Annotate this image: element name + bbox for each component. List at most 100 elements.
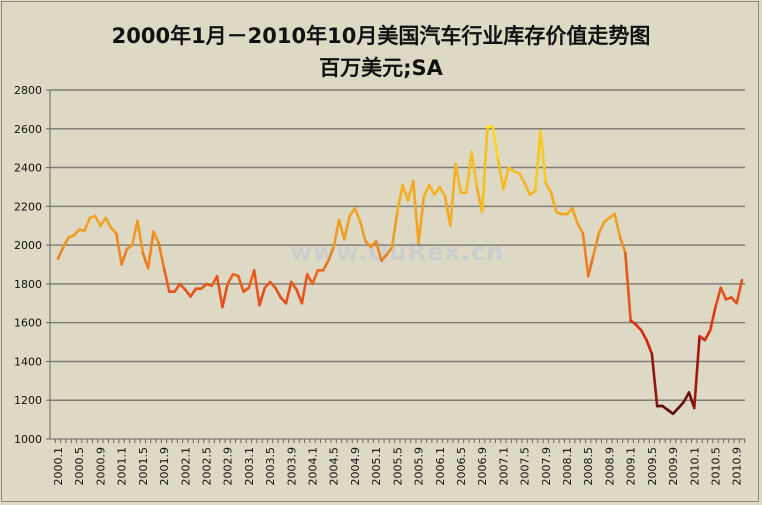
x-tick-label: 2002.9 — [222, 447, 235, 486]
line-segment — [396, 183, 404, 214]
x-tick-label: 2007.1 — [497, 447, 510, 486]
x-tick-label: 2010.1 — [688, 447, 701, 486]
line-segment — [311, 269, 320, 286]
line-segment — [518, 172, 526, 185]
line-segment — [380, 253, 389, 262]
line-segment — [592, 232, 601, 257]
x-tick-label: 2006.5 — [455, 447, 468, 486]
x-tick-label: 2003.5 — [264, 447, 277, 486]
line-segment — [305, 272, 314, 286]
line-segment — [735, 278, 744, 305]
line-segment — [284, 280, 293, 305]
x-tick-label: 2006.9 — [476, 447, 489, 486]
line-segment — [650, 352, 659, 408]
line-segment — [571, 206, 579, 226]
line-segment — [417, 195, 426, 245]
x-tick-label: 2009.5 — [646, 447, 659, 486]
line-segment — [136, 219, 145, 255]
line-segment — [62, 236, 70, 249]
line-segment — [290, 280, 298, 292]
x-tick-label: 2001.1 — [116, 447, 129, 486]
line-segment — [639, 329, 648, 342]
x-tick-label: 2006.1 — [434, 447, 447, 486]
x-tick-label: 2010.9 — [731, 447, 744, 486]
line-segment — [221, 282, 229, 309]
y-tick-label: 1600 — [14, 317, 42, 330]
line-segment — [263, 280, 272, 290]
line-segment — [99, 216, 108, 228]
x-tick-label: 2005.5 — [391, 447, 404, 486]
line-segment — [576, 222, 585, 235]
chart-subtitle: 百万美元;SA — [319, 56, 443, 80]
line-segment — [236, 274, 245, 293]
x-tick-label: 2003.9 — [285, 447, 298, 486]
x-tick-label: 2005.1 — [370, 447, 383, 486]
line-segment — [480, 125, 489, 214]
line-segment — [130, 219, 139, 247]
line-segment — [72, 228, 81, 237]
line-segment — [427, 183, 436, 196]
watermark: www.QuRex.cn — [290, 238, 505, 266]
line-segment — [618, 236, 627, 255]
line-segment — [454, 162, 463, 195]
line-segment — [385, 245, 394, 257]
line-segment — [692, 334, 701, 410]
line-segment — [115, 232, 123, 266]
x-tick-label: 2009.9 — [667, 447, 680, 486]
x-tick-label: 2008.9 — [603, 447, 616, 486]
line-segment — [719, 286, 728, 301]
x-tick-label: 2009.1 — [625, 447, 638, 486]
line-segment — [624, 251, 632, 323]
line-segment — [93, 214, 102, 228]
x-tick-label: 2008.1 — [561, 447, 574, 486]
x-tick-label: 2010.5 — [709, 447, 722, 486]
line-segment — [258, 286, 267, 307]
x-tick-label: 2000.9 — [94, 447, 107, 486]
y-tick-label: 1800 — [14, 278, 42, 291]
line-segment — [374, 239, 383, 262]
line-segment — [109, 226, 118, 235]
line-segment — [645, 338, 654, 355]
line-segment — [152, 230, 161, 245]
x-tick-label: 2002.5 — [200, 447, 213, 486]
line-segment — [358, 220, 367, 243]
line-segment — [104, 216, 113, 229]
line-segment — [226, 272, 235, 286]
line-segment — [586, 253, 595, 278]
line-segment — [634, 323, 643, 332]
line-segment — [411, 179, 420, 245]
line-segment — [146, 230, 155, 270]
y-tick-label: 2600 — [14, 123, 42, 136]
line-segment — [677, 400, 685, 410]
line-segment — [215, 274, 224, 309]
line-segment — [364, 239, 373, 249]
line-segment — [449, 162, 457, 228]
line-segment — [173, 282, 182, 293]
line-segment — [189, 287, 198, 298]
line-segment — [252, 269, 261, 307]
line-segment — [183, 288, 192, 298]
line-segment — [544, 181, 553, 195]
line-segment — [703, 329, 712, 342]
line-segment — [300, 272, 309, 305]
x-tick-label: 2001.5 — [137, 447, 150, 486]
line-segment — [438, 185, 447, 198]
line-segment — [597, 220, 606, 235]
x-tick-label: 2005.9 — [413, 447, 426, 486]
chart-title: 2000年1月－2010年10月美国汽车行业库存价值走势图 — [111, 24, 651, 48]
line-segment — [433, 185, 442, 196]
x-tick-label: 2008.5 — [582, 447, 595, 486]
x-tick-label: 2004.9 — [349, 447, 362, 486]
line-segment — [56, 245, 65, 260]
y-tick-label: 2400 — [14, 162, 42, 175]
x-tick-label: 2004.5 — [328, 447, 341, 486]
x-tick-label: 2000.1 — [52, 447, 65, 486]
line-segment — [178, 282, 187, 292]
line-segment — [390, 210, 399, 249]
line-segment — [708, 305, 717, 332]
line-segment — [274, 286, 282, 299]
line-segment — [401, 183, 410, 202]
line-segment — [157, 241, 166, 270]
line-segment — [120, 247, 129, 266]
